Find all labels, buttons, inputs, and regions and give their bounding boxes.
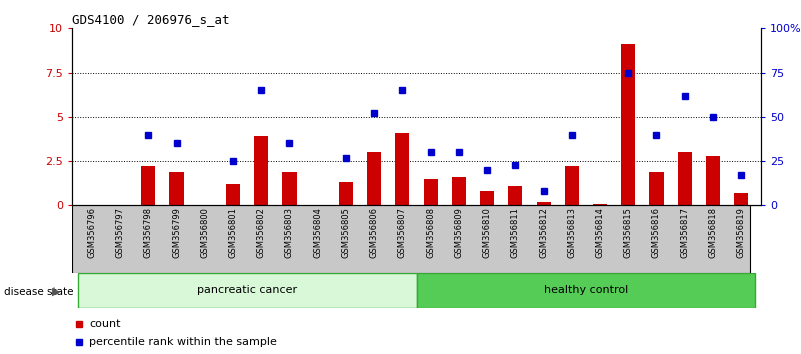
Text: GSM356797: GSM356797 — [115, 207, 125, 258]
Text: GDS4100 / 206976_s_at: GDS4100 / 206976_s_at — [72, 13, 230, 26]
Bar — [226, 184, 240, 205]
Text: disease state: disease state — [4, 287, 74, 297]
Bar — [367, 152, 381, 205]
Text: GSM356808: GSM356808 — [426, 207, 435, 258]
Text: count: count — [90, 319, 121, 329]
Text: GSM356809: GSM356809 — [454, 207, 463, 258]
Bar — [452, 177, 466, 205]
Bar — [622, 44, 635, 205]
Text: GSM356796: GSM356796 — [87, 207, 96, 258]
Text: GSM356818: GSM356818 — [708, 207, 718, 258]
Bar — [593, 204, 607, 205]
Bar — [417, 273, 755, 308]
Text: GSM356812: GSM356812 — [539, 207, 548, 258]
Bar — [735, 193, 748, 205]
Text: GSM356813: GSM356813 — [567, 207, 576, 258]
Bar — [78, 273, 417, 308]
Text: GSM356816: GSM356816 — [652, 207, 661, 258]
Text: GSM356801: GSM356801 — [228, 207, 238, 258]
Text: GSM356798: GSM356798 — [144, 207, 153, 258]
Bar — [678, 152, 692, 205]
Text: GSM356805: GSM356805 — [341, 207, 351, 258]
Bar — [254, 136, 268, 205]
Text: healthy control: healthy control — [544, 285, 628, 295]
Text: GSM356810: GSM356810 — [482, 207, 492, 258]
Text: GSM356800: GSM356800 — [200, 207, 209, 258]
Text: GSM356803: GSM356803 — [285, 207, 294, 258]
Text: GSM356807: GSM356807 — [398, 207, 407, 258]
Bar — [565, 166, 579, 205]
Bar — [650, 172, 663, 205]
Bar — [170, 172, 183, 205]
Bar — [509, 186, 522, 205]
Text: GSM356811: GSM356811 — [511, 207, 520, 258]
Bar — [537, 202, 550, 205]
Bar — [339, 182, 353, 205]
Text: percentile rank within the sample: percentile rank within the sample — [90, 337, 277, 347]
Bar — [283, 172, 296, 205]
Text: GSM356804: GSM356804 — [313, 207, 322, 258]
Text: GSM356802: GSM356802 — [257, 207, 266, 258]
Bar — [480, 191, 494, 205]
Text: ▶: ▶ — [51, 287, 60, 297]
Bar — [424, 179, 437, 205]
Bar — [706, 156, 720, 205]
Text: GSM356799: GSM356799 — [172, 207, 181, 258]
Text: pancreatic cancer: pancreatic cancer — [197, 285, 297, 295]
Bar — [141, 166, 155, 205]
Text: GSM356819: GSM356819 — [737, 207, 746, 258]
Bar — [396, 133, 409, 205]
Text: GSM356806: GSM356806 — [370, 207, 379, 258]
Text: GSM356814: GSM356814 — [595, 207, 605, 258]
Text: GSM356815: GSM356815 — [624, 207, 633, 258]
Text: GSM356817: GSM356817 — [680, 207, 689, 258]
